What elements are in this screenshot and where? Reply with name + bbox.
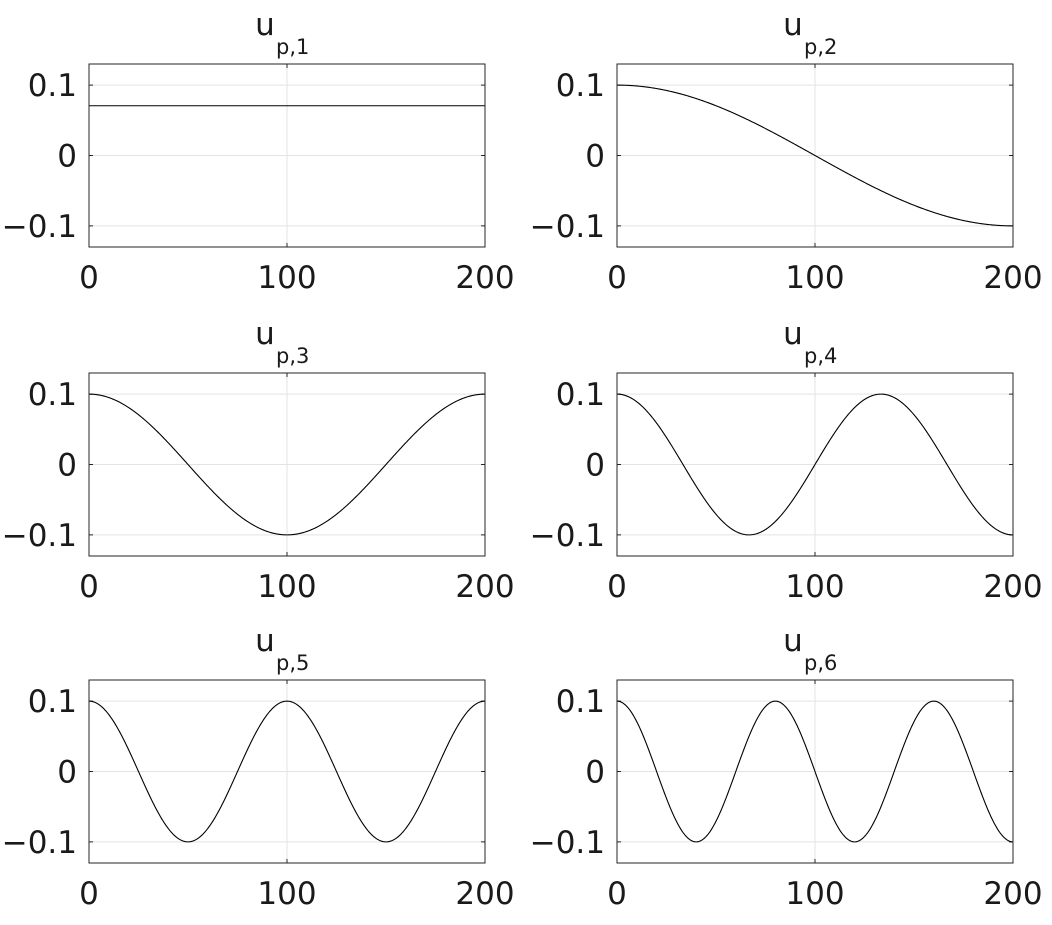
- subplot-title-subscript: p,2: [804, 35, 837, 59]
- subplot-title: u: [255, 7, 275, 43]
- y-tick-label: −0.1: [2, 825, 77, 861]
- x-tick-label: 0: [607, 260, 627, 296]
- x-tick-label: 0: [79, 260, 99, 296]
- axes-box: [88, 63, 486, 248]
- y-tick-label: 0.1: [556, 377, 605, 413]
- x-tick-label: 200: [455, 876, 514, 912]
- y-tick-label: 0: [585, 448, 605, 484]
- subplot-title-subscript: p,6: [804, 651, 837, 675]
- y-tick-label: 0.1: [28, 377, 77, 413]
- subplot-title: u: [783, 316, 803, 352]
- y-tick-label: 0: [585, 755, 605, 791]
- axes-box: [88, 372, 486, 557]
- x-tick-label: 0: [607, 569, 627, 605]
- x-tick-label: 0: [79, 569, 99, 605]
- y-tick-label: 0: [585, 139, 605, 175]
- x-tick-label: 200: [455, 569, 514, 605]
- y-tick-label: −0.1: [530, 518, 605, 554]
- axes-box: [616, 679, 1014, 864]
- axes-box: [88, 679, 486, 864]
- series-line: [617, 84, 1013, 227]
- y-tick-label: 0: [57, 139, 77, 175]
- x-tick-label: 0: [607, 876, 627, 912]
- series-line: [89, 393, 485, 536]
- subplot-title: u: [255, 316, 275, 352]
- y-tick-label: 0: [57, 755, 77, 791]
- y-tick-label: 0.1: [28, 684, 77, 720]
- x-tick-label: 200: [983, 876, 1042, 912]
- subplot-title: u: [783, 623, 803, 659]
- subplot-title-subscript: p,3: [276, 344, 309, 368]
- y-tick-label: −0.1: [2, 518, 77, 554]
- x-tick-label: 100: [785, 876, 844, 912]
- axes-box: [616, 63, 1014, 248]
- axes-box: [616, 372, 1014, 557]
- x-tick-label: 100: [785, 569, 844, 605]
- x-tick-label: 100: [257, 260, 316, 296]
- y-tick-label: −0.1: [530, 825, 605, 861]
- y-tick-label: −0.1: [2, 209, 77, 245]
- subplot-title-subscript: p,4: [804, 344, 837, 368]
- x-tick-label: 200: [455, 260, 514, 296]
- x-tick-label: 200: [983, 260, 1042, 296]
- y-tick-label: 0.1: [556, 68, 605, 104]
- subplot-title-subscript: p,1: [276, 35, 309, 59]
- subplot-title: u: [255, 623, 275, 659]
- y-tick-label: −0.1: [530, 209, 605, 245]
- subplot-title-subscript: p,5: [276, 651, 309, 675]
- series-line: [616, 700, 1014, 843]
- y-tick-label: 0.1: [28, 68, 77, 104]
- y-tick-label: 0.1: [556, 684, 605, 720]
- subplot-title: u: [783, 7, 803, 43]
- x-tick-label: 100: [257, 876, 316, 912]
- series-line: [616, 393, 1014, 536]
- series-line: [88, 700, 486, 843]
- x-tick-label: 100: [785, 260, 844, 296]
- x-tick-label: 100: [257, 569, 316, 605]
- x-tick-label: 200: [983, 569, 1042, 605]
- y-tick-label: 0: [57, 448, 77, 484]
- x-tick-label: 0: [79, 876, 99, 912]
